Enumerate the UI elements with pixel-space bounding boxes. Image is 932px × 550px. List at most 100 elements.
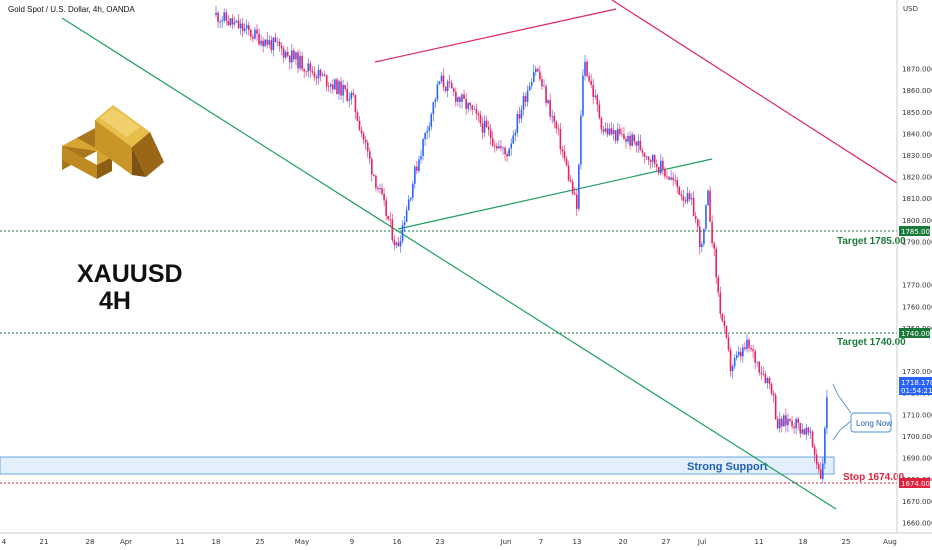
candle-body: [801, 429, 804, 434]
price-tick-label: 1770.000: [902, 282, 932, 290]
candle-body: [748, 339, 750, 348]
candle-body: [487, 126, 490, 130]
price-tick-label: 1840.000: [902, 130, 932, 138]
candle-body: [600, 117, 603, 130]
candle-body: [692, 198, 695, 217]
candle-body: [811, 431, 814, 447]
candle-body: [715, 248, 717, 278]
candle-body: [612, 130, 615, 135]
candle-body: [282, 48, 285, 58]
candle-body: [641, 150, 644, 153]
candle-body: [485, 120, 488, 127]
candle-body: [758, 361, 761, 373]
price-tick-label: 1870.000: [902, 66, 932, 74]
candle-body: [660, 160, 662, 174]
candle-body: [547, 100, 549, 104]
candle-body: [520, 109, 523, 119]
candle-body: [245, 25, 248, 29]
candle-body: [266, 39, 269, 45]
candle-body: [252, 36, 254, 39]
candle-body: [518, 113, 521, 119]
candle-body: [707, 190, 709, 206]
candle-body: [373, 174, 375, 176]
candle-body: [471, 105, 474, 110]
candle-body: [483, 120, 486, 133]
candle-body: [666, 176, 668, 178]
candle-body: [711, 221, 713, 244]
candle-body: [227, 21, 230, 26]
candle-body: [305, 71, 307, 73]
price-tick-label: 1790.000: [902, 238, 932, 246]
time-tick-label: 27: [662, 538, 671, 546]
candle-body: [559, 129, 562, 150]
candle-body: [442, 75, 445, 87]
candle-body: [614, 130, 617, 141]
instrument-title: Gold Spot / U.S. Dollar, 4h, OANDA: [8, 5, 135, 14]
candle-body: [430, 114, 433, 127]
candle-body: [346, 88, 348, 101]
candle-body: [563, 151, 566, 159]
channel-upper-trendline: [374, 8, 617, 63]
currency-label: USD: [903, 5, 918, 13]
time-tick-label: 25: [842, 538, 851, 546]
candle-body: [344, 85, 346, 89]
candle-body: [436, 84, 439, 100]
svg-text:1785.000: 1785.000: [901, 228, 932, 236]
candle-body: [701, 243, 703, 248]
candle-body: [276, 41, 279, 43]
candle-body: [237, 20, 240, 29]
candle-body: [250, 30, 252, 37]
candle-body: [235, 20, 238, 23]
candle-body: [448, 81, 451, 83]
svg-text:1740.000: 1740.000: [901, 330, 932, 338]
candle-body: [576, 194, 578, 209]
candle-body: [639, 140, 642, 151]
candle-body: [418, 159, 420, 171]
time-tick-label: Jul: [697, 538, 707, 546]
time-tick-label: 28: [86, 538, 95, 546]
candle-body: [243, 28, 246, 31]
candle-body: [338, 81, 340, 95]
candle-body: [479, 114, 482, 124]
candle-body: [735, 355, 738, 359]
candle-body: [491, 138, 494, 146]
candle-body: [301, 55, 303, 70]
candle-body: [731, 366, 734, 372]
long-now-callout[interactable]: Long Now: [832, 383, 892, 441]
candle-body: [676, 180, 679, 188]
time-axis[interactable]: 4 21 28 Apr 11 18 25 May 9 16 23 Jun 7 13 20 27 Jul 11 18 2…: [2, 538, 897, 546]
time-tick-label: 4: [2, 538, 7, 546]
candle-body: [768, 378, 771, 384]
time-tick-label: 18: [212, 538, 221, 546]
price-tick-label: 1810.000: [902, 195, 932, 203]
candle-body: [545, 86, 547, 104]
candle-body: [356, 112, 359, 121]
candle-body: [826, 397, 828, 429]
candle-body: [297, 52, 299, 69]
long-now-label: Long Now: [856, 419, 892, 428]
candle-body: [717, 277, 720, 293]
candle-body: [397, 242, 400, 247]
candle-body: [807, 427, 810, 433]
candle-body: [764, 374, 767, 383]
price-tick-label: 1690.000: [902, 455, 932, 463]
candle-body: [645, 156, 648, 158]
time-tick-label: 7: [539, 538, 543, 546]
candle-body: [407, 199, 410, 211]
time-tick-label: 18: [799, 538, 808, 546]
candle-body: [623, 134, 625, 140]
candle-body: [457, 97, 459, 102]
candle-body: [352, 92, 355, 95]
time-tick-label: 23: [436, 538, 445, 546]
candle-body: [742, 347, 744, 357]
candle-body: [580, 115, 582, 165]
candle-body: [368, 151, 371, 159]
candle-body: [481, 123, 484, 133]
candle-body: [573, 193, 576, 195]
strong-support-label: Strong Support: [687, 461, 768, 473]
candle-body: [619, 128, 621, 134]
svg-text:1674.000: 1674.000: [901, 480, 932, 488]
candle-body: [815, 454, 818, 465]
candle-body: [350, 92, 353, 100]
